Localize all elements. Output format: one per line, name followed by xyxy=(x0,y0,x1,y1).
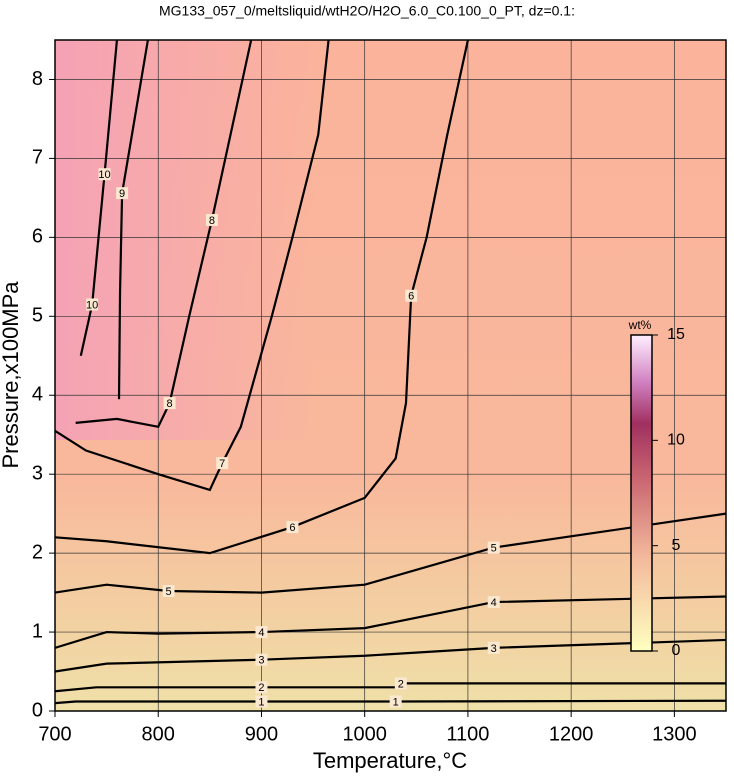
colorbar-tick-label: 5 xyxy=(672,537,681,554)
contour-label-bg xyxy=(286,521,299,534)
contour-label: 1 xyxy=(258,696,264,708)
x-tick-label: 800 xyxy=(142,723,175,745)
contour-label-bg xyxy=(255,681,268,694)
contour-label-bg xyxy=(394,677,407,690)
y-tick-label: 3 xyxy=(32,462,43,484)
x-tick-label: 1300 xyxy=(652,723,697,745)
y-axis-label: Pressure,x100MPa xyxy=(0,281,23,469)
colorbar xyxy=(630,334,653,652)
contour-label: 1 xyxy=(393,696,399,708)
contour-label-bg xyxy=(389,695,402,708)
contour-label: 2 xyxy=(398,678,404,690)
contour-label-bg xyxy=(98,168,111,181)
contour-label: 8 xyxy=(209,215,215,227)
colorbar-label: wt% xyxy=(628,318,652,332)
contour-line xyxy=(55,638,726,673)
contour-line xyxy=(55,40,469,555)
contour-label: 4 xyxy=(258,627,264,639)
contour-label-bg xyxy=(255,653,268,666)
contour-line xyxy=(117,40,149,400)
contour-label-bg xyxy=(205,213,218,226)
x-tick-label: 1000 xyxy=(342,723,387,745)
y-tick-label: 2 xyxy=(32,541,43,563)
y-tick-label: 5 xyxy=(32,305,43,327)
contour-label: 5 xyxy=(165,586,171,598)
contour-label-bg xyxy=(487,541,500,554)
contour-label: 8 xyxy=(167,398,173,410)
contour-line xyxy=(55,40,330,492)
contour-line xyxy=(79,40,119,357)
contour-label: 4 xyxy=(491,597,497,609)
contour-label-bg xyxy=(255,626,268,639)
x-axis-label: Temperature,°C xyxy=(313,748,467,773)
contour-label: 10 xyxy=(98,169,110,181)
x-tick-label: 900 xyxy=(245,723,278,745)
colorbar-tick-label: 15 xyxy=(667,326,685,343)
contour-line xyxy=(75,40,253,429)
y-tick-label: 7 xyxy=(32,147,43,169)
contour-label: 9 xyxy=(119,188,125,200)
plot-frame xyxy=(54,39,727,712)
x-tick-label: 1200 xyxy=(549,723,594,745)
contour-label: 3 xyxy=(258,655,264,667)
y-tick-label: 0 xyxy=(32,699,43,721)
contour-label: 2 xyxy=(258,682,264,694)
x-tick-label: 1100 xyxy=(446,723,489,745)
contour-label-bg xyxy=(405,289,418,302)
contour-label: 7 xyxy=(219,458,225,470)
contour-label: 6 xyxy=(289,522,295,534)
contour-label-bg xyxy=(487,596,500,609)
colorbar-tick-label: 0 xyxy=(672,642,681,659)
y-tick-label: 6 xyxy=(32,226,43,248)
contour-label: 10 xyxy=(86,299,98,311)
x-tick-label: 700 xyxy=(38,723,71,745)
colorbar-tick-label: 10 xyxy=(667,432,685,449)
chart-title: MG133_057_0/meltsliquid/wtH2O/H2O_6.0_C0… xyxy=(159,3,575,19)
contour-labels: 1 1 2 2 3 3 4 4 5 5 6 6 7 8 8 9 10 10 xyxy=(86,168,500,708)
contour-label: 6 xyxy=(408,291,414,303)
colorbar-ticks: 0 5 10 15 xyxy=(652,326,685,659)
contour-label-bg xyxy=(162,585,175,598)
y-tick-label: 8 xyxy=(32,68,43,90)
y-tick-label: 4 xyxy=(32,384,43,406)
contour-label: 3 xyxy=(491,643,497,655)
y-tick-label: 1 xyxy=(32,620,43,642)
contour-label-bg xyxy=(116,187,129,200)
plot-shading xyxy=(55,40,315,440)
contour-label-bg xyxy=(255,695,268,708)
contour-label-bg xyxy=(163,397,176,410)
contour-label: 5 xyxy=(491,542,497,554)
contour-line xyxy=(55,699,726,705)
contour-label-bg xyxy=(216,457,229,470)
contour-label-bg xyxy=(487,641,500,654)
contour-label-bg xyxy=(86,298,99,311)
